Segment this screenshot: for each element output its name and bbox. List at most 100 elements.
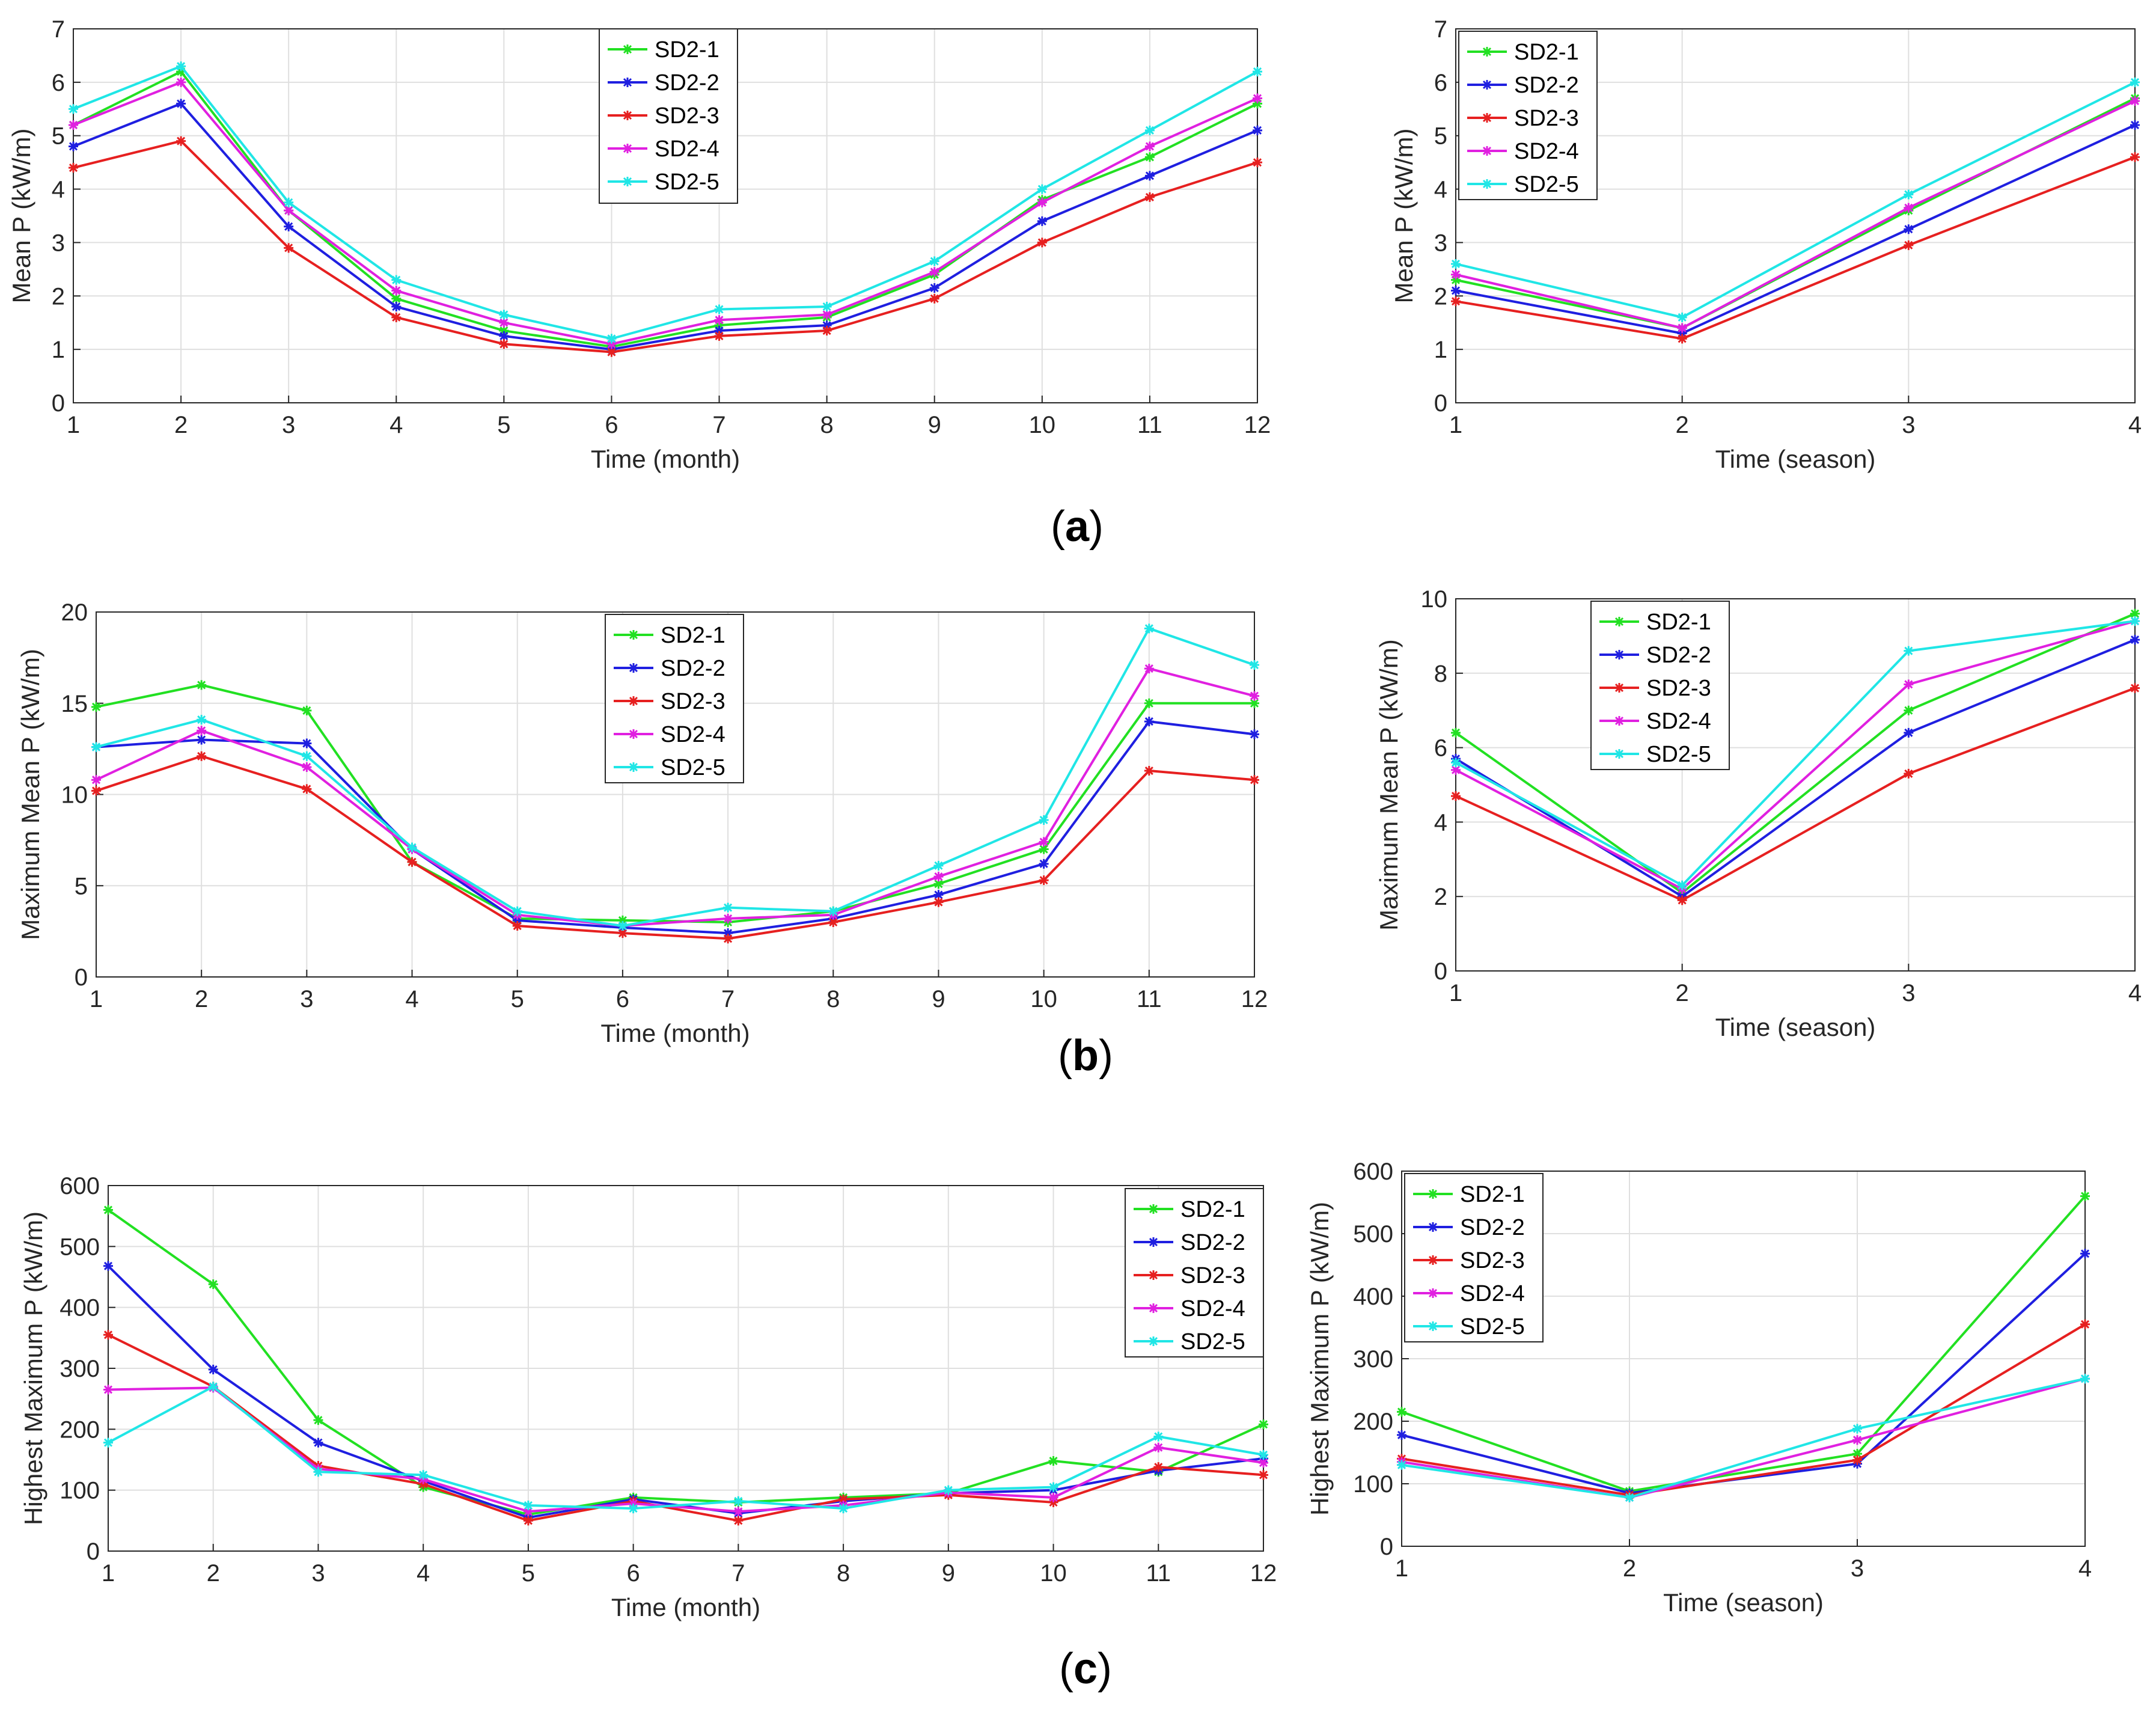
data-point bbox=[176, 67, 186, 77]
data-point bbox=[1451, 286, 1461, 296]
legend-marker bbox=[629, 630, 638, 640]
legend-label: SD2-5 bbox=[1180, 1329, 1245, 1354]
data-point bbox=[1852, 1424, 1862, 1434]
x-tick-label: 5 bbox=[497, 412, 510, 438]
series-line bbox=[1455, 81, 2136, 319]
legend-marker bbox=[623, 44, 632, 54]
legend-label: SD2-2 bbox=[1646, 643, 1711, 668]
data-point bbox=[1451, 275, 1461, 285]
legend-label: SD2-4 bbox=[1460, 1281, 1525, 1306]
x-tick-label: 2 bbox=[174, 412, 188, 438]
y-tick-label: 600 bbox=[1353, 1159, 1393, 1185]
data-point bbox=[1451, 259, 1461, 269]
data-point bbox=[2130, 635, 2140, 645]
plot-frame bbox=[1455, 598, 2136, 972]
data-point bbox=[176, 77, 186, 87]
data-point bbox=[1144, 766, 1154, 776]
legend-label: SD2-2 bbox=[661, 656, 725, 681]
series-line bbox=[73, 65, 1258, 340]
series-line bbox=[1455, 620, 2136, 887]
x-tick-label: 5 bbox=[511, 986, 524, 1012]
data-point bbox=[2080, 1249, 2090, 1259]
data-point bbox=[1451, 727, 1461, 738]
y-axis-title: Maximum Mean P (kW/m) bbox=[1375, 639, 1403, 931]
data-point bbox=[1048, 1456, 1058, 1466]
data-point bbox=[1048, 1492, 1058, 1502]
data-point bbox=[1250, 691, 1259, 701]
series-sd2-2 bbox=[69, 99, 1262, 355]
plot-area bbox=[1456, 599, 2135, 971]
data-point bbox=[418, 1479, 429, 1489]
x-tick-label: 11 bbox=[1137, 986, 1162, 1012]
data-point bbox=[1259, 1458, 1268, 1468]
legend-box bbox=[1125, 1188, 1264, 1357]
y-tick-label: 400 bbox=[1353, 1284, 1393, 1310]
x-tick-label: 3 bbox=[282, 412, 295, 438]
x-tick-label: 3 bbox=[1902, 412, 1915, 438]
data-point bbox=[1144, 192, 1155, 202]
data-point bbox=[391, 302, 402, 312]
series-line bbox=[1455, 687, 2136, 902]
y-axis-title: Highest Maximum P (kW/m) bbox=[1306, 1202, 1334, 1516]
data-point bbox=[176, 136, 186, 146]
series-line bbox=[1401, 1323, 2086, 1496]
data-point bbox=[1904, 646, 1914, 656]
series-sd2-5 bbox=[103, 1382, 1268, 1514]
data-point bbox=[391, 286, 402, 296]
data-point bbox=[284, 206, 294, 216]
data-point bbox=[617, 921, 628, 931]
data-point bbox=[617, 928, 628, 938]
data-point bbox=[1904, 189, 1914, 200]
x-tick-label: 12 bbox=[1244, 412, 1271, 438]
legend: SD2-1 SD2-2 SD2-3 SD2-4 SD2-5 bbox=[605, 614, 744, 783]
series-line bbox=[108, 1385, 1264, 1510]
data-point bbox=[933, 890, 944, 900]
y-tick-label: 3 bbox=[52, 230, 65, 256]
data-point bbox=[1852, 1449, 1862, 1459]
legend-label: SD2-1 bbox=[1460, 1182, 1525, 1207]
data-point bbox=[1250, 698, 1259, 708]
data-point bbox=[103, 1330, 113, 1340]
data-point bbox=[733, 1496, 744, 1506]
chart-b-season: 1 2 3 4 0 2 4 6 8 10 Time (season) Maximum Mean P (… bbox=[1375, 586, 2142, 1041]
legend-marker bbox=[623, 177, 632, 186]
data-point bbox=[943, 1485, 953, 1495]
y-tick-label: 200 bbox=[1353, 1409, 1393, 1435]
legend-marker bbox=[1149, 1237, 1158, 1247]
data-point bbox=[1037, 216, 1047, 226]
y-tick-label: 500 bbox=[1353, 1221, 1393, 1247]
data-point bbox=[1259, 1419, 1268, 1430]
data-point bbox=[2130, 616, 2140, 626]
series-sd2-3 bbox=[91, 751, 1259, 944]
legend-marker bbox=[1614, 650, 1624, 660]
data-point bbox=[2130, 683, 2140, 693]
series-sd2-3 bbox=[69, 136, 1262, 357]
data-point bbox=[1451, 765, 1461, 775]
data-point bbox=[2080, 1319, 2090, 1329]
y-tick-label: 0 bbox=[75, 964, 88, 991]
legend-label: SD2-2 bbox=[1180, 1230, 1245, 1255]
y-tick-label: 3 bbox=[1434, 230, 1447, 256]
legend-marker bbox=[1428, 1189, 1438, 1199]
data-point bbox=[929, 267, 939, 277]
y-tick-label: 2 bbox=[1434, 884, 1447, 910]
data-point bbox=[2130, 152, 2140, 162]
series-line bbox=[73, 81, 1258, 346]
legend-label: SD2-5 bbox=[655, 170, 719, 195]
data-point bbox=[1904, 727, 1914, 738]
x-tick-label: 1 bbox=[102, 1560, 115, 1587]
data-point bbox=[1677, 328, 1687, 338]
data-point bbox=[714, 315, 724, 325]
series-line bbox=[1455, 100, 2136, 329]
legend-label: SD2-2 bbox=[655, 70, 719, 96]
data-point bbox=[714, 326, 724, 336]
data-point bbox=[103, 1437, 113, 1448]
legend-label: SD2-2 bbox=[1460, 1215, 1525, 1240]
data-point bbox=[1451, 791, 1461, 801]
legend-marker bbox=[1428, 1222, 1438, 1232]
y-tick-label: 8 bbox=[1434, 661, 1447, 687]
y-tick-label: 6 bbox=[1434, 735, 1447, 762]
data-point bbox=[512, 906, 522, 916]
legend-label: SD2-1 bbox=[1180, 1197, 1245, 1222]
